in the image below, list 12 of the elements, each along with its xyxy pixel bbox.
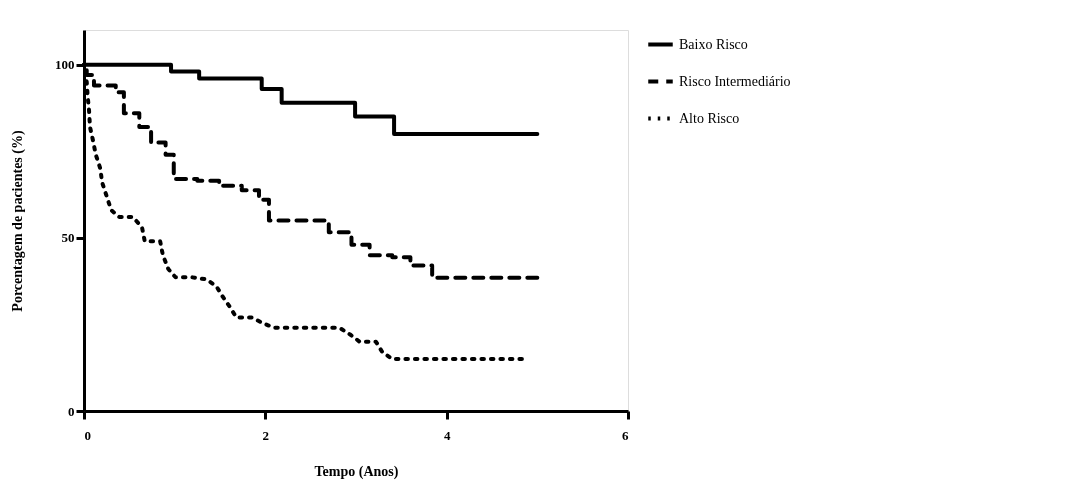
y-axis-title: Porcentagem de pacientes (%) xyxy=(10,130,26,312)
x-tick-label: 2 xyxy=(262,427,270,443)
legend-label: Alto Risco xyxy=(679,110,740,126)
x-axis-title: Tempo (Anos) xyxy=(314,463,399,480)
legend-label: Baixo Risco xyxy=(679,36,748,52)
y-tick-label: 50 xyxy=(61,230,75,246)
x-tick-label: 0 xyxy=(84,427,91,443)
y-tick-label: 100 xyxy=(55,57,75,73)
x-tick-label: 6 xyxy=(622,427,629,443)
x-tick-label: 4 xyxy=(443,427,451,443)
y-tick-label: 0 xyxy=(68,403,75,419)
legend-label: Risco Intermediário xyxy=(679,73,791,89)
